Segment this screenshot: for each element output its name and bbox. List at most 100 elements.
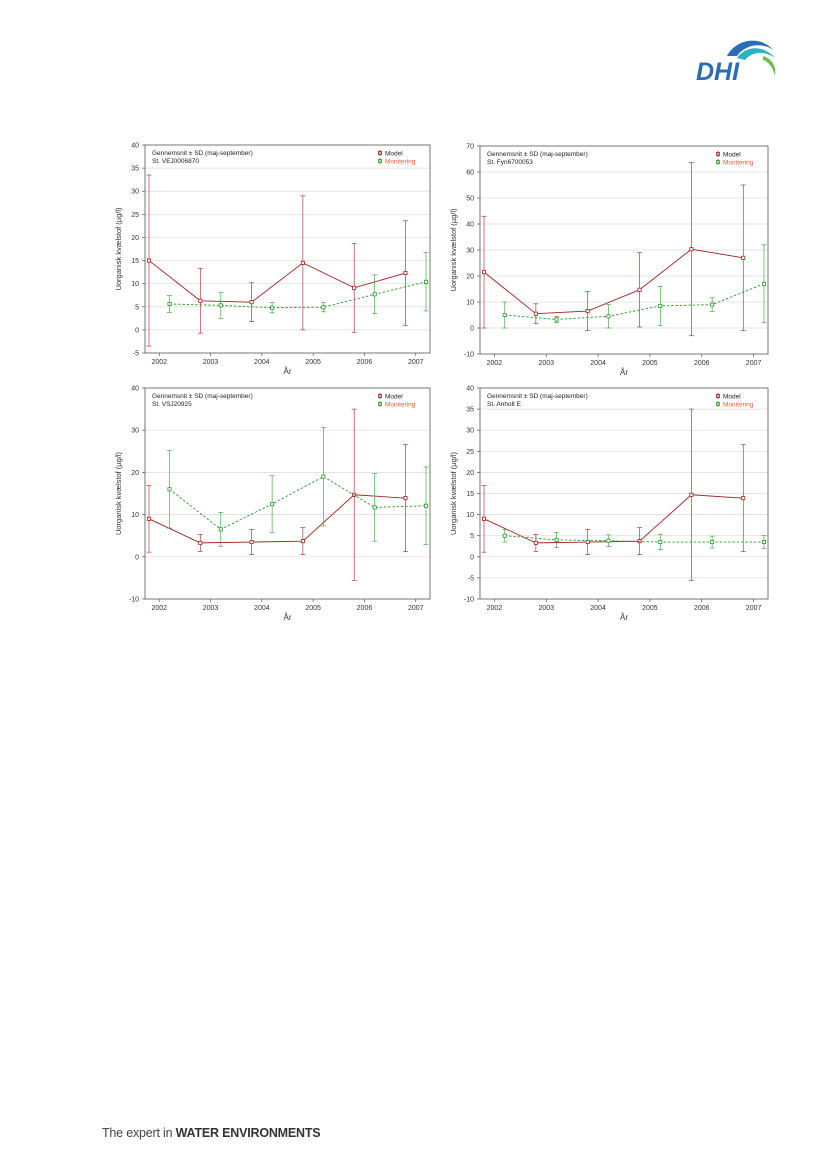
x-tick-label: 2006	[357, 605, 373, 612]
chart-title: Gennemsnit ± SD (maj-september)	[487, 151, 588, 158]
y-tick-label: 15	[466, 491, 474, 498]
y-axis-label: Uorganisk kvælstof (µg/l)	[449, 208, 458, 292]
data-point	[146, 516, 151, 521]
x-tick-label: 2003	[203, 359, 219, 366]
plot-frame	[144, 387, 431, 600]
series-line-monitoring	[169, 281, 427, 309]
y-tick-label: 20	[466, 274, 474, 281]
y-tick-label: 40	[466, 386, 474, 393]
x-tick-label: 2004	[254, 605, 270, 612]
chart-subtitle: St. Fyn6700053	[487, 159, 533, 166]
legend-marker	[378, 394, 382, 398]
data-point	[637, 287, 642, 292]
data-point	[424, 279, 429, 284]
y-tick-label: 30	[131, 189, 139, 196]
y-tick-label: 10	[466, 512, 474, 519]
data-point	[710, 302, 715, 307]
data-point	[658, 540, 663, 545]
series-line-model	[148, 260, 406, 303]
x-tick-label: 2007	[746, 360, 762, 367]
x-axis-label: År	[284, 613, 292, 622]
y-tick-label: 35	[131, 166, 139, 173]
y-tick-label: 0	[135, 554, 139, 561]
data-point	[502, 312, 507, 317]
legend-marker	[716, 160, 720, 164]
y-tick-label: 10	[131, 281, 139, 288]
data-point	[403, 496, 408, 501]
legend-label-model: Model	[723, 393, 741, 400]
x-tick-label: 2002	[151, 359, 167, 366]
series-line-model	[483, 248, 744, 315]
data-point	[741, 496, 746, 501]
y-tick-label: 0	[135, 327, 139, 334]
data-point	[689, 492, 694, 497]
x-tick-label: 2007	[408, 359, 424, 366]
data-point	[502, 533, 507, 538]
chart-4: -10 -5 0 5 10 15 20 25 30 35 40 2002 2003 2004 2005 200…	[449, 386, 769, 622]
chart-subtitle: St. VSJ20925	[152, 401, 192, 408]
data-point	[741, 255, 746, 260]
y-tick-label: 60	[466, 170, 474, 177]
plot-frame	[144, 144, 431, 354]
dhi-logo: DHI	[696, 40, 776, 86]
plot-frame	[479, 387, 769, 600]
x-tick-label: 2005	[642, 360, 658, 367]
y-axis-label: Uorganisk kvælstof (µg/l)	[114, 207, 123, 291]
data-point	[761, 281, 766, 286]
x-tick-label: 2003	[538, 360, 554, 367]
y-tick-label: 15	[131, 258, 139, 265]
tagline-strong: WATER ENVIRONMENTS	[175, 1126, 321, 1140]
data-point	[146, 258, 151, 263]
legend-label-model: Model	[723, 151, 741, 158]
x-tick-label: 2004	[590, 360, 606, 367]
x-tick-label: 2002	[151, 605, 167, 612]
data-point	[554, 317, 559, 322]
chart-title: Gennemsnit ± SD (maj-september)	[487, 393, 588, 400]
y-tick-label: 30	[466, 428, 474, 435]
y-axis-label: Uorganisk kvælstof (µg/l)	[114, 451, 123, 535]
data-point	[710, 540, 715, 545]
data-point	[658, 303, 663, 308]
legend-label-monitoring: Monitering	[723, 401, 754, 408]
legend-marker	[378, 402, 382, 406]
legend-label-model: Model	[385, 150, 403, 157]
series-line-model	[483, 494, 744, 544]
series-line-model	[148, 494, 406, 544]
legend-marker	[716, 152, 720, 156]
logo-text: DHI	[696, 58, 740, 86]
data-point	[482, 516, 487, 521]
y-tick-label: -10	[464, 352, 474, 359]
legend-label-monitoring: Monitering	[385, 158, 416, 165]
plot-frame	[479, 145, 769, 355]
y-tick-label: 20	[466, 470, 474, 477]
series-line-monitoring	[504, 283, 765, 320]
y-tick-label: 30	[131, 428, 139, 435]
y-tick-label: 25	[466, 449, 474, 456]
x-tick-label: 2003	[538, 605, 554, 612]
charts-panel: -5 0 5 10 15 20 25 30 35 40 2002 2003 2004 2005 2006 20…	[114, 143, 769, 622]
y-tick-label: 0	[470, 554, 474, 561]
data-point	[606, 314, 611, 319]
x-axis-label: År	[620, 613, 628, 622]
series-line-monitoring	[169, 476, 427, 530]
y-tick-label: 35	[466, 407, 474, 414]
legend-label-monitoring: Monitering	[723, 159, 754, 166]
series-line-monitoring	[504, 535, 764, 543]
data-point	[321, 305, 326, 310]
x-axis-label: År	[284, 367, 292, 376]
data-point	[554, 537, 559, 542]
data-point	[689, 247, 694, 252]
y-tick-label: 50	[466, 196, 474, 203]
x-tick-label: 2004	[254, 359, 270, 366]
y-tick-label: 5	[470, 533, 474, 540]
x-tick-label: 2002	[487, 360, 503, 367]
tagline-lead: The expert in	[102, 1126, 173, 1140]
data-point	[606, 538, 611, 543]
y-tick-label: -5	[133, 351, 139, 358]
legend-marker	[716, 394, 720, 398]
y-tick-label: 70	[466, 144, 474, 151]
data-point	[198, 298, 203, 303]
data-point	[482, 270, 487, 275]
x-tick-label: 2005	[642, 605, 658, 612]
chart-2: -10 0 10 20 30 40 50 60 70 2002 2003 2004 2005 2006 20…	[449, 144, 769, 377]
